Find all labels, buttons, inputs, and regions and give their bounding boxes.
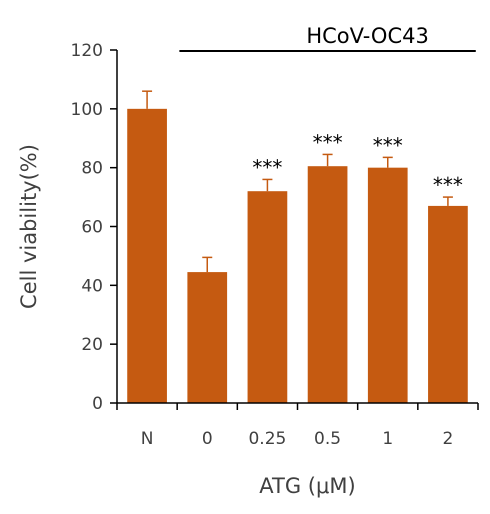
significance-label: *** (373, 133, 403, 157)
x-tick-label: 0.5 (314, 429, 341, 449)
group-label: HCoV-OC43 (306, 24, 429, 48)
bar (247, 191, 288, 403)
x-tick-label: 0.25 (248, 429, 286, 449)
y-tick-label: 80 (81, 159, 103, 179)
y-tick-label: 60 (81, 218, 103, 238)
x-axis-title: ATG (μM) (259, 474, 355, 498)
x-tick-label: 2 (443, 429, 454, 449)
x-tick-label: 1 (382, 429, 393, 449)
significance-label: *** (313, 130, 343, 154)
x-axis: N 0 0.25 0.5 1 2 (116, 402, 479, 449)
x-tick-label: N (141, 429, 154, 449)
y-tick-label: 20 (81, 335, 103, 355)
bar (367, 167, 408, 403)
group-annotation: HCoV-OC43 (179, 24, 476, 52)
y-tick-label: 100 (71, 100, 103, 120)
bars: *** *** *** *** (127, 90, 468, 403)
bar (307, 166, 348, 403)
bar (428, 205, 468, 403)
bar (127, 108, 167, 403)
bar (187, 272, 228, 403)
y-axis-title: Cell viability(%) (17, 144, 41, 309)
significance-label: *** (252, 155, 282, 179)
y-axis: 0 20 40 60 80 100 120 (71, 41, 118, 414)
significance-label: *** (433, 173, 463, 197)
x-tick-label: 0 (202, 429, 213, 449)
y-tick-label: 120 (71, 41, 103, 61)
y-tick-label: 40 (81, 276, 103, 296)
y-tick-label: 0 (92, 394, 103, 414)
